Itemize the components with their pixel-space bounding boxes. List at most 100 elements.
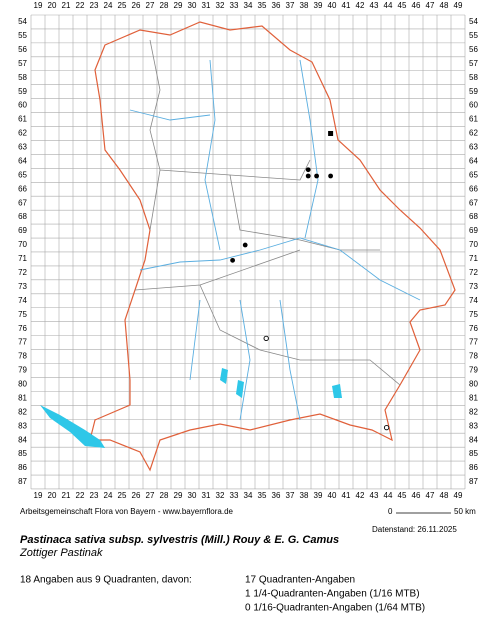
record-filled: [305, 173, 311, 179]
row-label: 64: [469, 156, 478, 165]
row-label: 65: [469, 170, 478, 179]
column-label: 42: [356, 1, 365, 10]
column-label: 38: [300, 491, 309, 500]
grid: [30, 14, 466, 490]
column-label: 48: [440, 1, 449, 10]
column-label: 27: [146, 1, 155, 10]
row-label: 87: [469, 477, 478, 486]
column-label: 48: [440, 491, 449, 500]
column-label: 46: [412, 1, 421, 10]
row-label: 62: [18, 129, 27, 138]
row-label: 67: [18, 198, 27, 207]
row-label: 73: [18, 282, 27, 291]
row-label: 68: [18, 212, 27, 221]
row-label: 56: [18, 45, 27, 54]
row-label: 85: [469, 449, 478, 458]
row-label: 87: [18, 477, 27, 486]
row-label: 61: [18, 115, 27, 124]
column-label: 37: [286, 491, 295, 500]
row-label: 80: [469, 380, 478, 389]
row-label: 74: [469, 296, 478, 305]
row-label: 58: [18, 73, 27, 82]
row-label: 85: [18, 449, 27, 458]
row-label: 76: [469, 324, 478, 333]
subtitle: Zottiger Pastinak: [19, 547, 103, 559]
summary: 18 Angaben aus 9 Quadranten, davon:: [20, 575, 192, 586]
record-square: [328, 130, 334, 136]
credit: Arbeitsgemeinschaft Flora von Bayern - w…: [20, 507, 234, 516]
column-label: 25: [118, 1, 127, 10]
scale-end: 50 km: [454, 507, 476, 516]
row-label: 86: [469, 463, 478, 472]
row-label: 73: [469, 282, 478, 291]
column-label: 33: [230, 1, 239, 10]
column-label: 43: [370, 491, 379, 500]
column-label: 42: [356, 491, 365, 500]
column-label: 22: [76, 1, 85, 10]
column-label: 24: [104, 1, 113, 10]
column-label: 45: [398, 1, 407, 10]
column-label: 22: [76, 491, 85, 500]
row-label: 57: [469, 59, 478, 68]
row-label: 63: [469, 143, 478, 152]
row-label: 81: [469, 393, 478, 402]
column-label: 29: [174, 491, 183, 500]
row-label: 59: [18, 87, 27, 96]
column-label: 24: [104, 491, 113, 500]
column-label: 32: [216, 1, 225, 10]
record-filled: [305, 167, 311, 173]
column-label: 39: [314, 491, 323, 500]
row-label: 68: [469, 212, 478, 221]
row-label: 82: [18, 407, 27, 416]
column-label: 20: [48, 1, 57, 10]
row-label: 71: [18, 254, 27, 263]
column-label: 27: [146, 491, 155, 500]
row-label: 64: [18, 156, 27, 165]
row-label: 62: [469, 129, 478, 138]
column-label: 35: [258, 491, 267, 500]
column-label: 45: [398, 491, 407, 500]
row-label: 70: [18, 240, 27, 249]
column-label: 37: [286, 1, 295, 10]
title: Pastinaca sativa subsp. sylvestris (Mill…: [20, 534, 339, 546]
column-label: 44: [384, 1, 393, 10]
stat: 17 Quadranten-Angaben: [245, 575, 355, 586]
row-label: 69: [469, 226, 478, 235]
scale-start: 0: [388, 507, 393, 516]
row-label: 55: [469, 31, 478, 40]
column-label: 44: [384, 491, 393, 500]
column-label: 34: [244, 491, 253, 500]
row-label: 82: [469, 407, 478, 416]
row-label: 71: [469, 254, 478, 263]
row-label: 79: [18, 366, 27, 375]
row-label: 79: [469, 366, 478, 375]
row-label: 56: [469, 45, 478, 54]
stat: 1 1/4-Quadranten-Angaben (1/16 MTB): [245, 589, 420, 600]
row-label: 60: [469, 101, 478, 110]
column-label: 46: [412, 491, 421, 500]
column-label: 21: [62, 1, 71, 10]
row-label: 78: [469, 352, 478, 361]
column-label: 19: [34, 1, 43, 10]
row-label: 70: [469, 240, 478, 249]
column-label: 38: [300, 1, 309, 10]
row-label: 77: [469, 338, 478, 347]
column-label: 35: [258, 1, 267, 10]
row-label: 58: [469, 73, 478, 82]
column-label: 43: [370, 1, 379, 10]
column-label: 28: [160, 1, 169, 10]
row-label: 65: [18, 170, 27, 179]
record-filled: [328, 173, 333, 179]
record-open: [383, 424, 390, 431]
column-label: 31: [202, 491, 211, 500]
column-label: 28: [160, 491, 169, 500]
column-label: 32: [216, 491, 225, 500]
row-label: 76: [18, 324, 27, 333]
column-label: 47: [426, 491, 435, 500]
stat: 0 1/16-Quadranten-Angaben (1/64 MTB): [245, 603, 425, 614]
district-borders: [134, 39, 401, 386]
column-label: 26: [132, 1, 141, 10]
state-border: [89, 21, 456, 472]
